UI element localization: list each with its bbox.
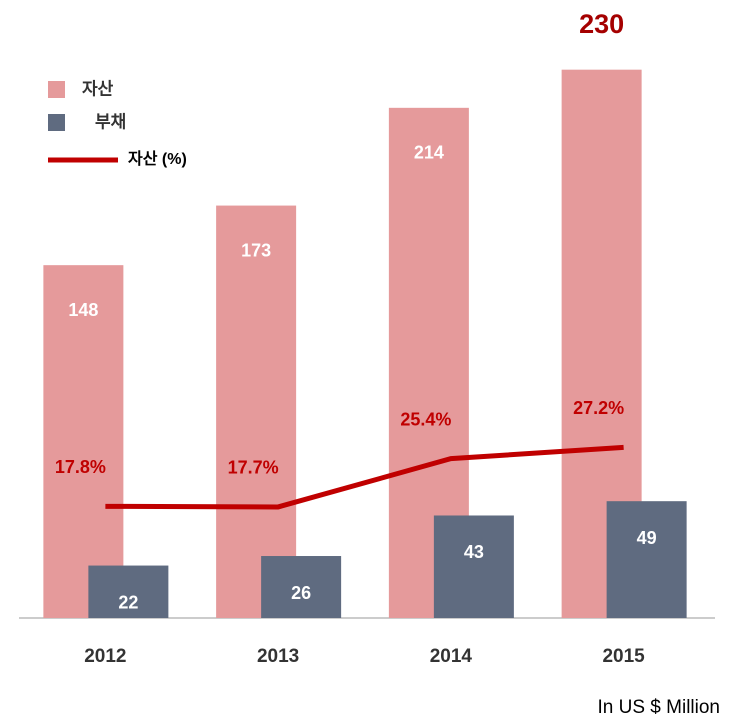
legend-swatch — [48, 114, 65, 131]
value-label: 26 — [291, 583, 311, 603]
line-value-label: 27.2% — [573, 398, 624, 418]
value-label: 230 — [579, 9, 624, 39]
x-tick-label: 2013 — [257, 646, 299, 667]
value-label: 22 — [118, 592, 138, 612]
bar — [216, 205, 297, 618]
line-series — [105, 444, 624, 510]
legend-label: 자산 — [82, 79, 114, 98]
bar — [261, 556, 342, 618]
legend-swatch — [48, 81, 65, 98]
bar — [433, 515, 514, 618]
value-label: 43 — [464, 542, 484, 562]
bar — [43, 265, 124, 618]
line-value-label: 17.8% — [55, 457, 106, 477]
line-value-label: 17.7% — [228, 458, 279, 478]
x-tick-label: 2012 — [84, 646, 126, 667]
line-value-label: 25.4% — [400, 409, 451, 429]
x-tick-label: 2014 — [430, 646, 473, 667]
value-label: 214 — [414, 143, 444, 163]
bar — [88, 565, 169, 618]
value-label: 49 — [637, 528, 657, 548]
unit-note: In US $ Million — [598, 697, 721, 718]
bar — [606, 501, 687, 618]
value-label: 173 — [241, 240, 271, 260]
legend-label: 부채 — [95, 112, 126, 131]
x-tick-label: 2015 — [602, 646, 645, 667]
legend-label: 자산 (%) — [128, 150, 187, 168]
value-label: 148 — [68, 300, 98, 320]
